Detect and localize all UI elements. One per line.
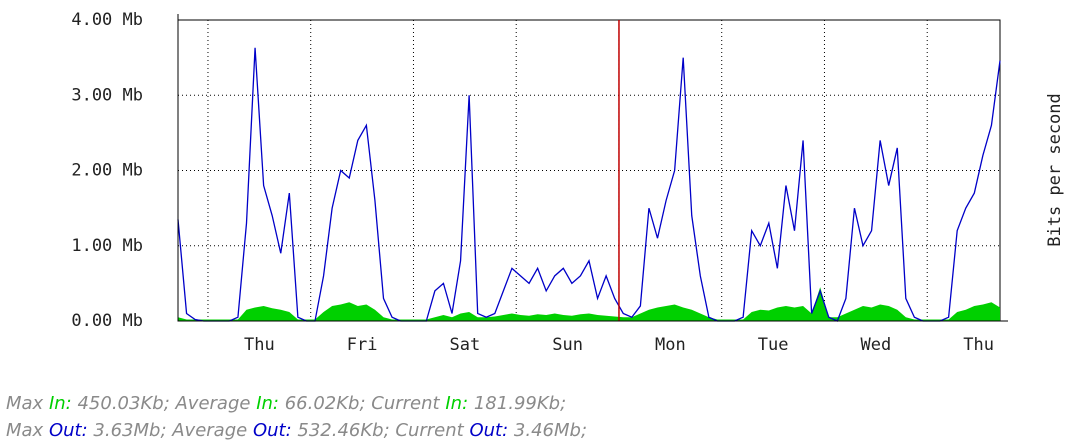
y-tick-label: 4.00 Mb bbox=[71, 10, 143, 30]
in-area bbox=[178, 287, 1000, 321]
stat-label: Average bbox=[175, 393, 251, 414]
x-tick-label: Tue bbox=[758, 335, 789, 355]
stat-value: 181.99Kb bbox=[474, 393, 566, 414]
y-tick-label: 0.00 Mb bbox=[71, 311, 143, 331]
x-tick-label: Fri bbox=[347, 335, 378, 355]
stat-value: 3.46Mb bbox=[514, 420, 587, 441]
stat-series: Out bbox=[253, 420, 297, 441]
y-tick-label: 3.00 Mb bbox=[71, 85, 143, 105]
x-tick-label: Sun bbox=[552, 335, 583, 355]
y-axis-label: Bits per second bbox=[1045, 93, 1065, 247]
chart: Bits per second 0.00 Mb 1.00 Mb 2.00 Mb 3.0… bbox=[71, 10, 1065, 355]
x-tick-label: Mon bbox=[655, 335, 686, 355]
stats-line: Max Out3.63MbAverage Out532.46KbCurrent … bbox=[6, 417, 587, 444]
stats-line: Max In450.03KbAverage In66.02KbCurrent I… bbox=[6, 390, 587, 417]
stat-series: In bbox=[445, 393, 474, 414]
stat-value: 532.46Kb bbox=[297, 420, 395, 441]
y-tick-label: 1.00 Mb bbox=[71, 236, 143, 256]
stat-series: Out bbox=[49, 420, 93, 441]
stat-series: Out bbox=[469, 420, 513, 441]
y-tick-label: 2.00 Mb bbox=[71, 161, 143, 181]
stat-label: Max bbox=[6, 393, 44, 414]
x-tick-label: Sat bbox=[449, 335, 480, 355]
x-tick-label: Thu bbox=[963, 335, 994, 355]
x-tick-label: Wed bbox=[860, 335, 891, 355]
stat-value: 3.63Mb bbox=[93, 420, 172, 441]
stat-label: Current bbox=[395, 420, 464, 441]
stat-value: 66.02Kb bbox=[285, 393, 372, 414]
stat-label: Current bbox=[371, 393, 440, 414]
stats: Max In450.03KbAverage In66.02KbCurrent I… bbox=[6, 390, 587, 444]
stat-value: 450.03Kb bbox=[77, 393, 175, 414]
x-tick-label: Thu bbox=[244, 335, 275, 355]
stat-label: Average bbox=[172, 420, 248, 441]
stat-label: Max bbox=[6, 420, 44, 441]
stat-series: In bbox=[256, 393, 285, 414]
stat-series: In bbox=[49, 393, 78, 414]
